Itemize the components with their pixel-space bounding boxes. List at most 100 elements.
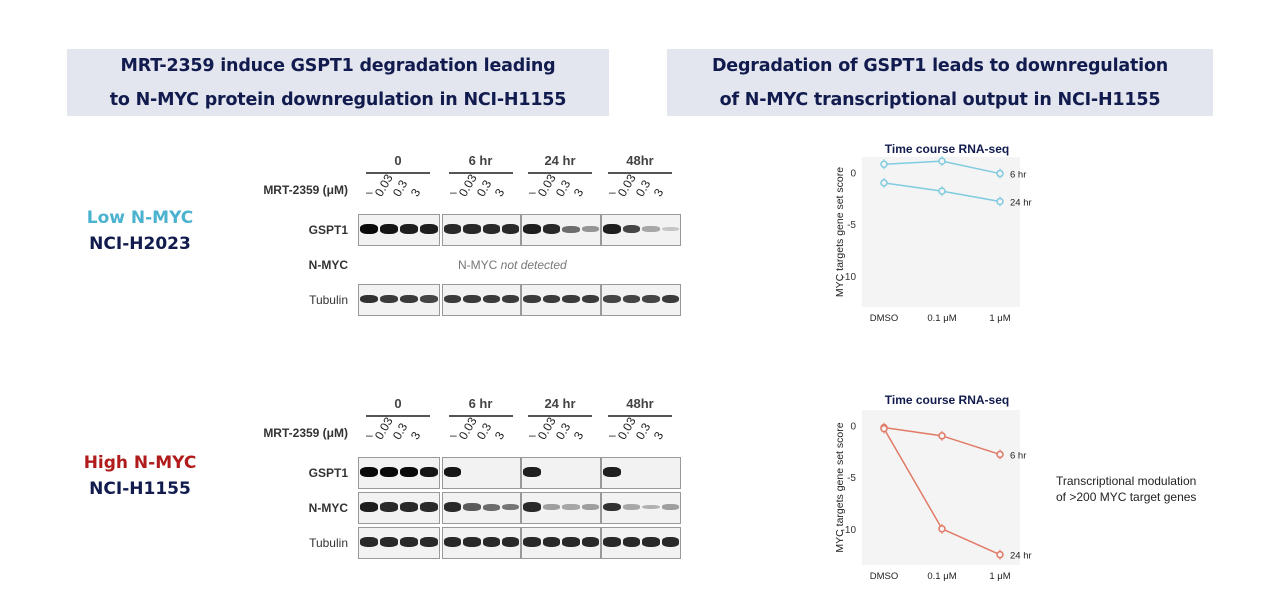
timepoint-label: 0 <box>394 396 402 411</box>
dose-value: – <box>366 428 373 442</box>
dose-value: – <box>366 185 373 199</box>
timepoint-underline <box>448 172 513 174</box>
protein-band <box>642 226 660 232</box>
protein-band <box>622 294 640 304</box>
timepoint-label: 0 <box>394 153 402 168</box>
plot-background <box>862 157 1020 307</box>
protein-band <box>360 537 378 547</box>
y-axis-label: MYC targets gene set score <box>834 422 846 552</box>
protein-band <box>523 537 541 547</box>
protein-band <box>360 502 378 512</box>
blot-strip <box>601 527 681 559</box>
y-tick-label: -5 <box>847 473 856 484</box>
timepoint-label: 6 hr <box>468 153 493 168</box>
data-point <box>996 550 1004 559</box>
timepoint-underline <box>366 172 430 174</box>
dose-value: – <box>529 428 536 442</box>
right-header-line1: Degradation of GSPT1 leads to downregula… <box>711 55 1169 76</box>
protein-band <box>622 224 640 234</box>
blot-strip <box>601 492 681 524</box>
protein-band <box>603 224 621 234</box>
blot-strip <box>358 527 440 559</box>
protein-band <box>482 503 500 511</box>
protein-band <box>380 537 398 547</box>
protein-band <box>380 224 398 234</box>
protein-band <box>501 503 519 511</box>
x-tick-label: DMSO <box>870 571 899 582</box>
condition-label-high: High N-MYC NCI-H1155 <box>70 450 210 502</box>
protein-band <box>444 294 462 304</box>
protein-band <box>380 294 398 304</box>
dose-value: – <box>529 185 536 199</box>
dose-value: – <box>609 185 616 199</box>
series-label: 24 hr <box>1010 197 1032 208</box>
blot-strip <box>521 492 601 524</box>
protein-band <box>482 224 500 234</box>
annotation-text: Transcriptional modulation of >200 MYC t… <box>1056 473 1196 505</box>
protein-band <box>420 502 438 512</box>
not-detected-note: N-MYC not detected <box>458 258 567 272</box>
data-point <box>938 157 946 165</box>
protein-band <box>581 294 599 304</box>
dose-value: 3 <box>491 186 508 199</box>
protein-band <box>420 537 438 547</box>
series-label: 24 hr <box>1010 551 1032 562</box>
blot-strip <box>358 284 440 316</box>
x-tick-label: 0.1 μM <box>927 571 956 582</box>
blot-row-label: Tubulin <box>309 293 348 307</box>
annotation-line2: of >200 MYC target genes <box>1056 490 1197 504</box>
timepoint-underline <box>528 172 592 174</box>
data-point <box>938 525 946 533</box>
left-header-banner: MRT-2359 induce GSPT1 degradation leadin… <box>67 49 609 116</box>
protein-band <box>523 224 541 234</box>
dose-value: 3 <box>407 186 424 199</box>
x-tick-label: 1 μM <box>989 571 1010 582</box>
blot-row-label: N-MYC <box>308 258 348 272</box>
series-label: 6 hr <box>1010 170 1026 181</box>
dose-label: MRT-2359 (μM) <box>263 183 348 197</box>
dose-value: 0.03 <box>614 414 639 442</box>
protein-band <box>360 294 378 304</box>
protein-band <box>463 503 481 511</box>
timepoint-underline <box>448 415 513 417</box>
chart-title-bottom: Time course RNA-seq <box>884 393 1010 407</box>
protein-band <box>562 225 580 233</box>
blot-strip <box>358 214 440 246</box>
protein-band <box>581 226 599 232</box>
not-detected-suffix: not detected <box>500 258 567 272</box>
timepoint-underline <box>608 172 672 174</box>
protein-band <box>523 502 541 512</box>
protein-band <box>400 502 418 512</box>
protein-band <box>501 294 519 304</box>
protein-band <box>482 294 500 304</box>
protein-band <box>420 294 438 304</box>
dose-value: 0.03 <box>455 171 480 199</box>
protein-band <box>501 537 519 547</box>
protein-band <box>661 226 679 232</box>
chart-title-top: Time course RNA-seq <box>884 142 1010 156</box>
protein-band <box>501 224 519 234</box>
protein-band <box>603 467 621 477</box>
blot-strip <box>601 284 681 316</box>
data-point <box>880 160 888 168</box>
protein-band <box>444 537 462 547</box>
data-point <box>880 179 888 187</box>
protein-band <box>444 502 462 512</box>
protein-band <box>642 294 660 304</box>
blot-row-label: GSPT1 <box>308 466 348 480</box>
protein-band <box>661 294 679 304</box>
blot-row-label: Tubulin <box>309 536 348 550</box>
blot-strip <box>521 457 601 489</box>
dose-value: 3 <box>491 429 508 442</box>
protein-band <box>581 504 599 510</box>
dose-value: 3 <box>570 429 587 442</box>
timepoint-underline <box>608 415 672 417</box>
protein-band <box>482 537 500 547</box>
y-tick-label: 0 <box>850 169 856 180</box>
protein-band <box>444 224 462 234</box>
blot-strip <box>442 492 521 524</box>
right-header-banner: Degradation of GSPT1 leads to downregula… <box>667 49 1213 116</box>
protein-band <box>380 467 398 477</box>
protein-band <box>420 224 438 234</box>
